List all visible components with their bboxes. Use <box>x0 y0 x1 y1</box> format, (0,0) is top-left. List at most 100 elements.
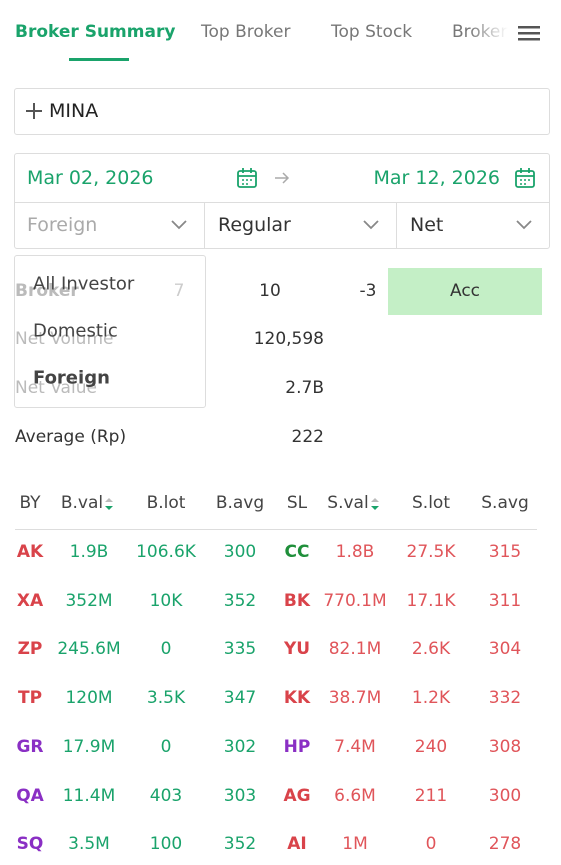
buy-cell: 106.6K <box>136 542 196 562</box>
sort-icon[interactable] <box>370 497 380 511</box>
summary-value: -3 <box>359 281 377 301</box>
tab[interactable]: Top Stock <box>331 22 413 42</box>
sell-cell: 311 <box>488 590 522 611</box>
buy-cell: 17.9M <box>62 736 116 757</box>
column-header[interactable]: S.val <box>327 493 369 513</box>
buy-cell: 0 <box>160 736 172 757</box>
sell-cell: 1.8B <box>335 542 375 562</box>
column-header: S.lot <box>412 493 450 513</box>
tab[interactable]: Broker <box>452 22 508 42</box>
filter-select[interactable]: Regular <box>218 214 291 236</box>
arrow-icon <box>275 172 290 184</box>
summary-value: 7 <box>173 281 185 301</box>
column-header: B.avg <box>215 493 265 513</box>
buyer-code[interactable]: SQ <box>16 834 44 855</box>
search-value[interactable]: MINA <box>49 100 99 122</box>
dropdown-option[interactable]: All Investor <box>33 273 135 295</box>
sell-cell: 38.7M <box>328 688 382 709</box>
buy-cell: 3.5M <box>68 834 110 855</box>
sell-cell: 315 <box>488 542 522 562</box>
buyer-code[interactable]: GR <box>16 736 44 757</box>
divider <box>15 202 549 203</box>
buy-cell: 352 <box>223 834 257 855</box>
sort-icon[interactable] <box>104 497 114 511</box>
buy-cell: 10K <box>149 590 183 611</box>
buyer-code[interactable]: AK <box>16 542 44 562</box>
seller-code[interactable]: HP <box>283 736 311 757</box>
buyer-code[interactable]: QA <box>16 785 44 806</box>
buyer-code[interactable]: TP <box>17 688 43 709</box>
tab[interactable]: Broker Summary <box>15 22 176 42</box>
sell-cell: 300 <box>488 785 522 806</box>
buy-cell: 3.5K <box>146 688 186 709</box>
sell-cell: 2.6K <box>411 639 451 660</box>
calendar-icon[interactable] <box>514 167 536 189</box>
buyer-code[interactable]: XA <box>16 590 44 611</box>
buy-cell: 302 <box>223 736 257 757</box>
summary-label: Average (Rp) <box>15 427 127 447</box>
sell-cell: 304 <box>488 639 522 660</box>
dropdown-menu <box>14 255 206 408</box>
buy-cell: 1.9B <box>69 542 109 562</box>
sell-cell: 1M <box>342 834 368 855</box>
summary-label: Net Volume <box>15 329 114 349</box>
buyer-code[interactable]: ZP <box>17 639 43 660</box>
tab[interactable]: Top Broker <box>201 22 291 42</box>
status-text: Acc <box>449 281 481 301</box>
divider <box>204 203 205 248</box>
calendar-icon[interactable] <box>236 167 258 189</box>
seller-code[interactable]: AG <box>283 785 311 806</box>
divider <box>396 203 397 248</box>
seller-code[interactable]: BK <box>283 590 311 611</box>
sell-cell: 1.2K <box>411 688 451 709</box>
date-to[interactable]: Mar 12, 2026 <box>373 167 501 189</box>
summary-value: 222 <box>291 427 324 447</box>
plus-icon <box>26 103 42 119</box>
seller-code[interactable]: AI <box>287 834 307 855</box>
summary-label: Net Value <box>15 378 97 398</box>
buy-cell: 100 <box>149 834 183 855</box>
column-header[interactable]: B.val <box>60 493 104 513</box>
sell-cell: 308 <box>488 736 522 757</box>
tab-indicator <box>69 58 129 61</box>
sell-cell: 82.1M <box>328 639 382 660</box>
sell-cell: 240 <box>414 736 448 757</box>
sell-cell: 0 <box>425 834 437 855</box>
buy-cell: 403 <box>149 785 183 806</box>
summary-label: Broker <box>15 281 79 301</box>
filter-select[interactable]: Foreign <box>27 214 98 236</box>
buy-cell: 300 <box>223 542 257 562</box>
buy-cell: 352M <box>65 590 113 611</box>
search-box[interactable] <box>14 88 550 135</box>
date-from[interactable]: Mar 02, 2026 <box>27 167 154 189</box>
buy-cell: 120M <box>65 688 113 709</box>
sell-cell: 27.5K <box>406 542 456 562</box>
buy-cell: 303 <box>223 785 257 806</box>
dropdown-option[interactable]: Foreign <box>33 367 110 389</box>
seller-code[interactable]: CC <box>284 542 310 562</box>
column-header: SL <box>286 493 308 513</box>
buy-cell: 352 <box>223 590 257 611</box>
menu-icon[interactable] <box>518 24 542 42</box>
dropdown-option[interactable]: Domestic <box>33 320 118 342</box>
column-header: S.avg <box>481 493 529 513</box>
summary-value: 2.7B <box>285 378 324 398</box>
header-divider <box>15 529 537 530</box>
column-header: B.lot <box>146 493 186 513</box>
summary-value: 120,598 <box>253 329 324 349</box>
seller-code[interactable]: KK <box>283 688 311 709</box>
chevron-icon <box>516 220 532 230</box>
column-header: BY <box>19 493 41 513</box>
sell-cell: 17.1K <box>406 590 456 611</box>
sell-cell: 278 <box>488 834 522 855</box>
filter-select[interactable]: Net <box>410 214 444 236</box>
sell-cell: 6.6M <box>334 785 376 806</box>
filter-panel <box>14 153 550 249</box>
buy-cell: 335 <box>223 639 257 660</box>
chevron-icon <box>171 220 187 230</box>
seller-code[interactable]: YU <box>283 639 311 660</box>
buy-cell: 0 <box>160 639 172 660</box>
sell-cell: 7.4M <box>334 736 376 757</box>
sell-cell: 332 <box>488 688 522 709</box>
